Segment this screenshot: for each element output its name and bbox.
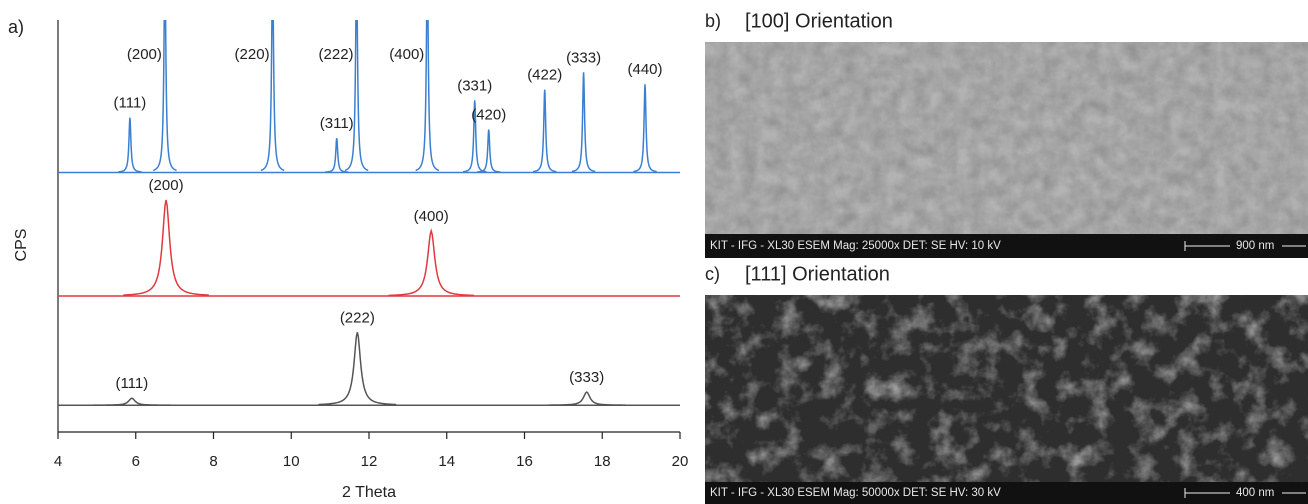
- info-text: KIT - IFG - XL30 ESEM Mag: 50000x DET: S…: [710, 487, 1001, 499]
- peak: [92, 397, 171, 406]
- x-tick-label: 12: [361, 453, 378, 470]
- x-tick-label: 20: [672, 453, 689, 470]
- peak-label: (111): [114, 95, 147, 112]
- sem-texture: [705, 295, 1308, 504]
- x-tick-label: 16: [516, 453, 533, 470]
- peak: [388, 228, 474, 297]
- peak-label: (440): [627, 61, 662, 78]
- peak-label: (220): [235, 46, 270, 63]
- peak-label: (331): [457, 77, 492, 94]
- peak-label: (200): [127, 46, 162, 63]
- peak-label: (222): [340, 309, 375, 326]
- peak: [344, 20, 369, 172]
- x-tick-label: 8: [209, 453, 217, 470]
- peak-label: (422): [527, 67, 562, 84]
- x-tick-label: 4: [54, 453, 62, 470]
- peak: [260, 20, 285, 172]
- peak: [476, 129, 501, 173]
- x-tick-label: 10: [283, 453, 300, 470]
- peak: [123, 199, 209, 296]
- peak-label: (311): [320, 115, 354, 132]
- peak: [547, 391, 626, 406]
- peak-label: (333): [566, 49, 601, 66]
- peak: [532, 89, 557, 173]
- panel-label: c): [705, 264, 720, 284]
- peak: [153, 20, 177, 172]
- peak: [633, 84, 657, 173]
- x-tick-label: 18: [594, 453, 611, 470]
- info-bar: [705, 482, 1308, 504]
- peak: [571, 72, 596, 173]
- panel-title: [111] Orientation: [745, 263, 890, 285]
- peak: [318, 332, 397, 406]
- panel-title: [100] Orientation: [745, 10, 893, 32]
- info-text: KIT - IFG - XL30 ESEM Mag: 25000x DET: S…: [710, 240, 1001, 252]
- traces: [58, 20, 680, 406]
- peak-label: (333): [569, 369, 604, 386]
- x-axis-title: 2 Theta: [342, 484, 396, 501]
- peak: [118, 117, 142, 173]
- peak-label: (222): [319, 46, 354, 63]
- peak-label: (200): [149, 177, 184, 194]
- scale-text: 900 nm: [1236, 240, 1274, 252]
- peak: [415, 20, 440, 172]
- panel-label: a): [8, 17, 24, 37]
- panel-label: b): [705, 11, 721, 31]
- scale-text: 400 nm: [1236, 487, 1274, 499]
- y-axis-title: CPS: [13, 229, 30, 262]
- peak-label: (400): [389, 46, 424, 63]
- peak-label: (111): [115, 375, 148, 392]
- peak: [325, 138, 349, 173]
- peak-label: (420): [471, 107, 506, 124]
- sem-texture: [705, 42, 1308, 258]
- x-tick-label: 6: [132, 453, 140, 470]
- x-tick-label: 14: [438, 453, 455, 470]
- peak-label: (400): [414, 208, 449, 225]
